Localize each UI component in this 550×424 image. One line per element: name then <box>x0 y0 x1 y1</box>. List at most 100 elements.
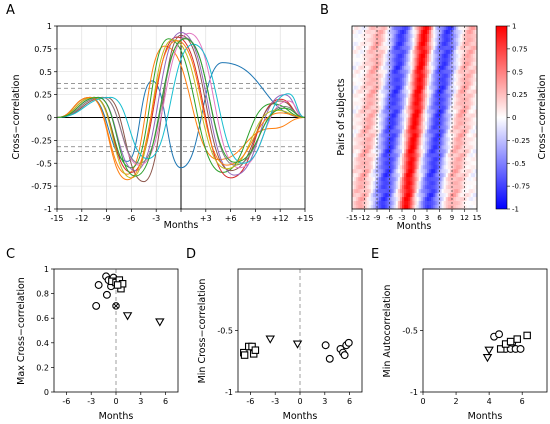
panel-b-cell <box>456 101 459 106</box>
panel-b-cell <box>399 41 403 47</box>
panel-b-cell <box>360 97 363 102</box>
panel-b-cell <box>443 205 447 210</box>
panel-b-cell <box>362 109 365 114</box>
panel-b-cell <box>402 65 405 71</box>
panel-b-cell <box>441 29 444 35</box>
panel-b-cell <box>402 197 405 202</box>
panel-b-cell <box>470 141 474 146</box>
panel-b-cell <box>377 149 380 154</box>
panel-b-cell <box>391 157 394 162</box>
panel-b-cell <box>452 41 455 47</box>
panel-b-cell <box>414 129 417 134</box>
panel-b-cell <box>433 121 436 126</box>
panel-b-cell <box>379 201 382 206</box>
panel-b-cell <box>397 129 401 134</box>
panel-b-cell <box>356 145 359 150</box>
panel-c-ytick-label: 0.2 <box>36 363 49 372</box>
panel-b-colorbar-tick-label: -0.25 <box>512 137 530 145</box>
panel-b-cell <box>462 89 465 94</box>
panel-b-cell <box>374 205 378 210</box>
panel-b-cell <box>354 181 357 186</box>
panel-b-heatmap-cells <box>352 26 478 210</box>
panel-b-cell <box>389 189 392 194</box>
panel-b-cell <box>443 137 447 142</box>
panel-b-cell <box>368 121 372 126</box>
panel-b-cell <box>387 45 390 51</box>
panel-b-cell <box>462 33 465 39</box>
panel-b-cell <box>404 37 407 43</box>
panel-b-cell <box>454 105 457 110</box>
panel-c-point <box>113 281 122 289</box>
panel-b-cell <box>439 141 442 146</box>
panel-b-cell <box>360 89 363 94</box>
panel-b-cell <box>452 129 455 134</box>
panel-b-cell <box>391 97 394 102</box>
panel-b-cell <box>383 81 386 86</box>
panel-b-cell <box>474 109 478 114</box>
panel-b-cell <box>437 137 440 142</box>
panel-b-cell <box>468 169 472 174</box>
panel-b-cell <box>379 157 382 162</box>
panel-b-cell <box>372 93 376 98</box>
panel-b-cell <box>466 161 469 166</box>
panel-b-cell <box>470 65 474 71</box>
panel-b-cell <box>387 165 390 170</box>
panel-b-cell <box>385 29 388 35</box>
panel-b-cell <box>389 113 392 118</box>
panel-b-cell <box>387 93 390 98</box>
panel-b-cell <box>416 161 419 166</box>
panel-b-cell <box>358 137 361 142</box>
panel-b-cell <box>445 57 449 63</box>
panel-b-cell <box>418 185 422 190</box>
panel-b-cell <box>393 49 397 55</box>
panel-b-cell <box>420 205 424 210</box>
panel-b-cell <box>370 109 374 114</box>
panel-b-cell <box>464 185 467 190</box>
panel-b-cell <box>412 193 415 198</box>
panel-b-cell <box>383 89 386 94</box>
panel-b-cell <box>372 29 376 35</box>
panel-b-cell <box>364 69 367 75</box>
panel-b-cell <box>460 97 463 102</box>
panel-b-cell <box>437 145 440 150</box>
panel-b-cell <box>410 145 413 150</box>
panel-b-cell <box>474 169 478 174</box>
panel-b-cell <box>366 45 369 51</box>
panel-b-cell <box>408 133 411 138</box>
panel-b-cell <box>441 89 444 94</box>
panel-b-cell <box>437 205 440 210</box>
panel-b-cell <box>445 81 449 86</box>
panel-b-cell <box>433 57 436 63</box>
panel-b-cell <box>399 97 403 102</box>
panel-b-cell <box>354 117 357 122</box>
panel-b-cell <box>447 149 451 154</box>
panel-b-cell <box>456 169 459 174</box>
panel-b-cell <box>383 69 386 75</box>
panel-b-cell <box>395 26 399 31</box>
panel-b-cell <box>354 133 357 138</box>
panel-b-cell <box>397 93 401 98</box>
panel-b-cell <box>374 185 378 190</box>
panel-b-cell <box>404 105 407 110</box>
panel-b-cell <box>468 189 472 194</box>
panel-b-cell <box>462 26 465 31</box>
panel-b-cell <box>402 149 405 154</box>
panel-b-cell <box>406 173 409 178</box>
panel-b-cell <box>412 113 415 118</box>
panel-b-cell <box>466 105 469 110</box>
panel-b-cell <box>429 149 432 154</box>
panel-b-cell <box>422 173 426 178</box>
panel-b-cell <box>387 57 390 63</box>
panel-b-cell <box>443 145 447 150</box>
panel-b-cell <box>441 169 444 174</box>
panel-b-cell <box>389 161 392 166</box>
panel-b-cell <box>383 65 386 71</box>
panel-b-cell <box>381 153 384 158</box>
panel-a-line-chart: -15 -12 -9 -6 -3 +3 +6 +9 +12 +1510.750.50.250-0.… <box>11 22 313 231</box>
panel-b-cell <box>372 169 376 174</box>
panel-b-cell <box>462 173 465 178</box>
panel-b-cell <box>433 145 436 150</box>
panel-b-cell <box>395 53 399 59</box>
panel-b-cell <box>474 49 478 55</box>
panel-b-cell <box>408 57 411 63</box>
